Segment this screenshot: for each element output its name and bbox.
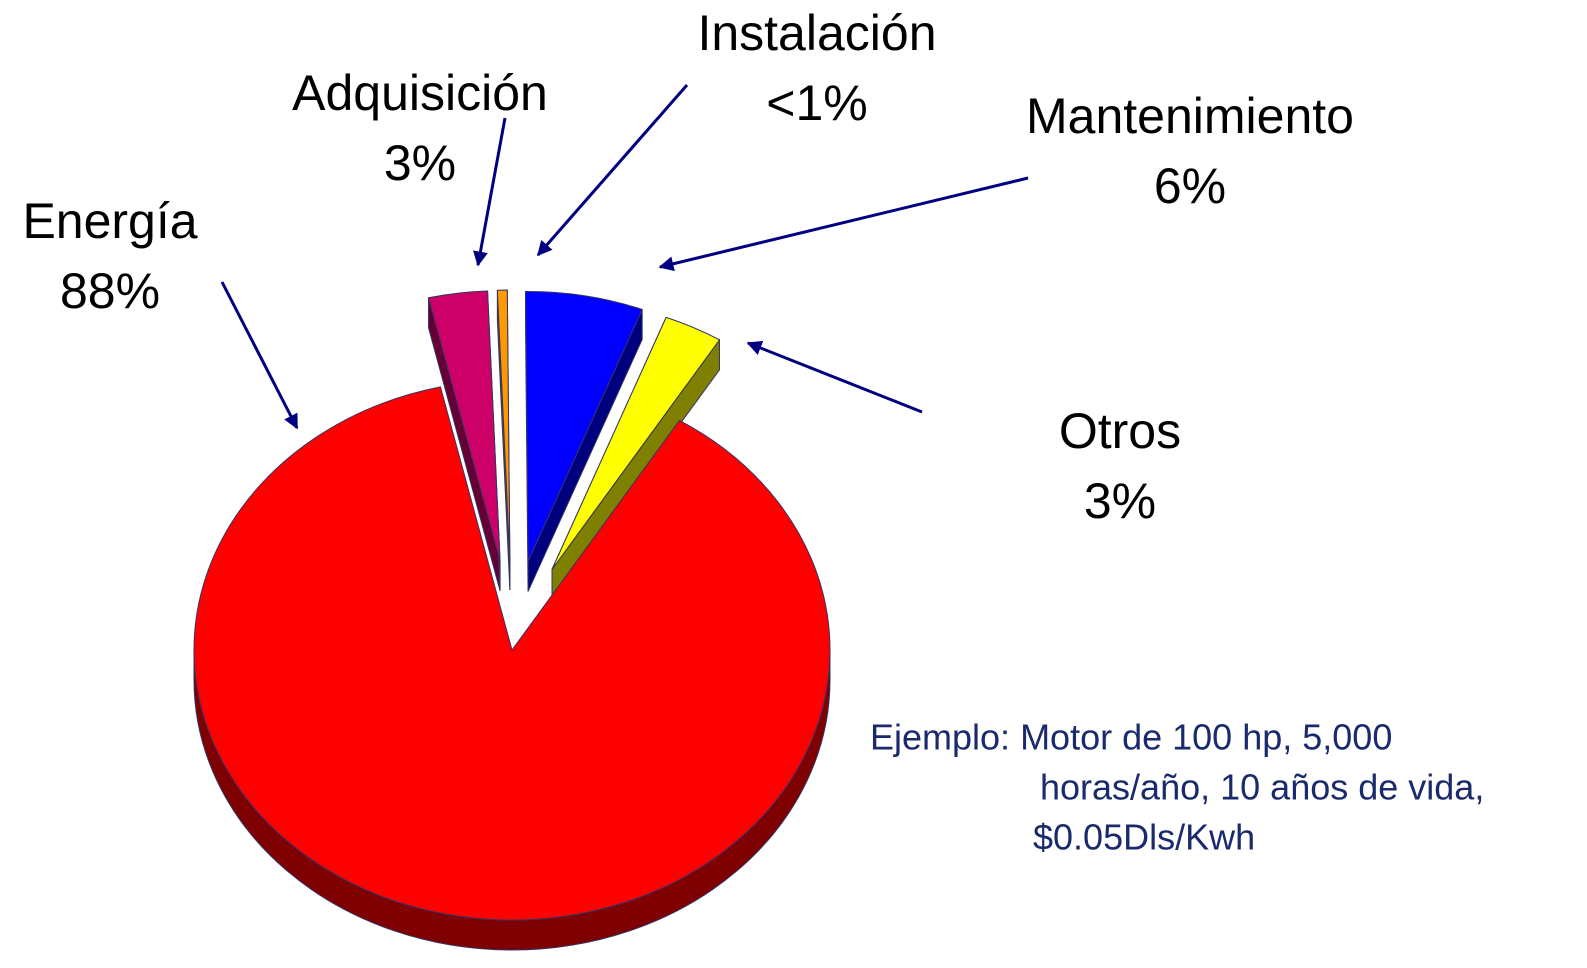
- leader-arrow: [658, 176, 1029, 272]
- slice: [524, 290, 643, 562]
- annotation: Ejemplo: Motor de 100 hp, 5,000: [870, 717, 1392, 758]
- leader-arrow: [536, 84, 689, 257]
- slice-value-label: <1%: [766, 75, 867, 131]
- slice-label: Adquisición: [292, 65, 548, 121]
- leader-arrow: [473, 117, 507, 267]
- leader-arrow: [220, 281, 299, 430]
- slice-value-label: 88%: [60, 263, 160, 319]
- slice-value-label: 6%: [1154, 158, 1226, 214]
- slice-label: Otros: [1059, 403, 1181, 459]
- slice-value-label: 3%: [384, 135, 456, 191]
- slice: [551, 316, 721, 570]
- slice-label: Energía: [22, 193, 197, 249]
- slice: [193, 386, 831, 921]
- slice: [427, 290, 501, 561]
- slice-label: Mantenimiento: [1026, 88, 1354, 144]
- slice: [496, 289, 511, 561]
- pie: [193, 289, 831, 951]
- annotation: $0.05Dls/Kwh: [1033, 817, 1255, 858]
- slice-label: Instalación: [697, 5, 936, 61]
- labels: Adquisición 3% Instalación <1% Mantenimiento…: [22, 5, 1354, 529]
- annotation: horas/año, 10 años de vida,: [1040, 767, 1484, 808]
- slice-value-label: 3%: [1084, 473, 1156, 529]
- leader-arrow: [746, 341, 923, 414]
